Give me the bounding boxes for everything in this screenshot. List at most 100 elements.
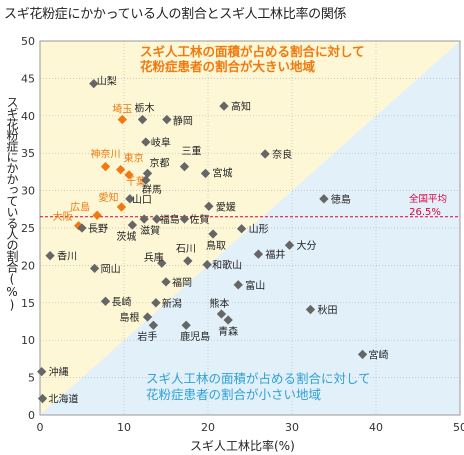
data-label-東京: 東京	[124, 152, 144, 165]
data-point-島根	[142, 312, 153, 322]
data-label-青森: 青森	[218, 325, 238, 338]
lower-region-label-line1: スギ人工林の面積が占める割合に対して	[146, 371, 371, 386]
data-label-和歌山: 和歌山	[212, 259, 242, 272]
data-label-北海道: 北海道	[49, 393, 79, 406]
data-point-東京	[115, 164, 126, 175]
data-label-滋賀: 滋賀	[140, 224, 160, 237]
data-label-宮城: 宮城	[212, 166, 232, 179]
data-point-埼玉	[117, 114, 127, 125]
data-label-埼玉: 埼玉	[112, 103, 132, 116]
y-tick-label: 30	[21, 185, 35, 198]
x-tick-label: 0	[37, 421, 44, 434]
data-label-千葉: 千葉	[126, 175, 146, 188]
data-label-岩手: 岩手	[137, 330, 157, 343]
plot-frame	[39, 40, 461, 416]
national-average-label: 全国平均	[409, 193, 447, 205]
data-label-福岡: 福岡	[172, 276, 192, 289]
data-label-茨城: 茨城	[116, 230, 136, 243]
data-point-京都	[142, 168, 153, 179]
data-label-山形: 山形	[249, 224, 269, 236]
data-label-静岡: 静岡	[173, 115, 193, 128]
data-label-長野: 長野	[88, 223, 108, 235]
data-point-徳島	[319, 194, 329, 204]
data-label-岡山: 岡山	[101, 263, 121, 275]
data-label-福島: 福島	[160, 213, 180, 226]
chart-title: スギ花粉症にかかっている人の割合とスギ人工林比率の関係	[4, 7, 347, 22]
data-label-神奈川: 神奈川	[91, 148, 121, 161]
data-point-大分	[284, 240, 295, 250]
data-label-長崎: 長崎	[112, 295, 132, 308]
data-label-新潟: 新潟	[162, 297, 182, 310]
y-tick-label: 45	[21, 72, 35, 85]
data-point-山梨	[89, 78, 99, 89]
data-label-島根: 島根	[120, 311, 140, 324]
upper-region-label-line1: スギ人工林の面積が占める割合に対して	[140, 44, 365, 59]
data-point-栃木	[137, 114, 148, 125]
data-point-宮崎	[357, 349, 368, 360]
national-average-value: 26.5%	[409, 207, 441, 218]
data-point-広島	[92, 210, 102, 220]
data-point-高知	[219, 101, 229, 111]
y-tick-label: 25	[21, 222, 35, 235]
data-label-宮崎: 宮崎	[369, 348, 389, 361]
data-point-山口	[125, 194, 135, 204]
data-label-群馬: 群馬	[142, 183, 162, 196]
data-point-群馬	[141, 175, 151, 185]
data-point-北海道	[37, 393, 48, 404]
data-point-熊本	[216, 309, 227, 319]
data-point-新潟	[151, 298, 161, 308]
data-point-三重	[179, 161, 190, 172]
y-tick-label: 10	[21, 334, 35, 347]
data-point-山形	[236, 224, 247, 234]
data-label-山口: 山口	[132, 194, 152, 206]
data-label-京都: 京都	[150, 156, 170, 169]
data-label-秋田: 秋田	[317, 304, 337, 317]
data-point-愛媛	[204, 201, 214, 211]
data-label-三重: 三重	[181, 145, 201, 158]
y-tick-label: 5	[28, 372, 35, 385]
data-point-宮城	[200, 168, 211, 179]
data-label-愛媛: 愛媛	[216, 200, 236, 213]
y-tick-label: 20	[21, 259, 35, 272]
data-point-岩手	[148, 320, 159, 330]
y-tick-label: 35	[21, 147, 35, 160]
upper-region-label-line2: 花粉症患者の割合が大きい地域	[140, 59, 316, 74]
data-label-佐賀: 佐賀	[189, 214, 209, 226]
lower-region-label-line2: 花粉症患者の割合が小さい地域	[146, 387, 321, 402]
data-point-和歌山	[202, 259, 212, 270]
data-point-長野	[77, 223, 87, 233]
data-point-神奈川	[100, 161, 111, 172]
data-point-滋賀	[139, 214, 149, 224]
data-label-富山: 富山	[245, 279, 265, 292]
data-label-大阪: 大阪	[53, 210, 73, 223]
data-point-佐賀	[179, 214, 190, 224]
data-label-兵庫: 兵庫	[144, 251, 164, 264]
data-label-山梨: 山梨	[97, 75, 117, 88]
x-tick-label: 10	[117, 421, 131, 434]
x-tick-label: 40	[369, 421, 383, 434]
data-point-富山	[233, 280, 243, 290]
data-label-高知: 高知	[231, 100, 251, 113]
data-point-鹿児島	[181, 320, 191, 330]
data-point-鳥取	[208, 229, 218, 239]
data-label-徳島: 徳島	[331, 193, 351, 206]
data-point-千葉	[124, 170, 134, 180]
data-label-石川: 石川	[176, 244, 196, 255]
data-label-愛知: 愛知	[98, 191, 118, 204]
y-tick-label: 15	[21, 297, 35, 310]
x-tick-label: 30	[285, 421, 299, 434]
data-label-鳥取: 鳥取	[206, 239, 226, 252]
y-tick-label: 40	[21, 110, 35, 123]
data-point-静岡	[162, 114, 172, 125]
data-point-福島	[152, 214, 162, 224]
data-label-広島: 広島	[70, 200, 90, 213]
data-label-栃木: 栃木	[134, 102, 154, 115]
x-tick-label: 20	[201, 421, 215, 434]
data-point-愛知	[116, 202, 127, 212]
y-tick-label: 0	[28, 409, 35, 422]
data-label-福井: 福井	[265, 248, 285, 261]
data-point-奈良	[260, 149, 270, 159]
y-axis-label: スギ花粉症にかかっている人の割合(%)	[5, 96, 19, 311]
data-label-岐阜: 岐阜	[151, 136, 171, 149]
